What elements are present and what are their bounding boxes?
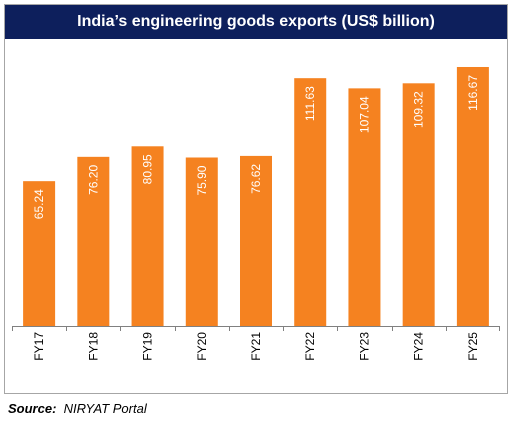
bar-fy18 (77, 156, 110, 326)
bar-fy22 (294, 78, 327, 326)
value-label: 80.95 (141, 154, 155, 184)
category-label: FY19 (141, 332, 155, 361)
value-label: 116.67 (466, 75, 480, 111)
bar-fy24 (402, 83, 435, 326)
value-label: 76.20 (86, 165, 100, 195)
chart-frame: India’s engineering goods exports (US$ b… (4, 4, 508, 394)
bar-fy19 (131, 146, 164, 326)
source-note: Source: NIRYAT Portal (8, 401, 147, 416)
category-label: FY23 (357, 332, 371, 361)
source-label: Source: (8, 401, 57, 416)
bar-fy25 (456, 66, 489, 326)
bar-fy23 (348, 88, 381, 326)
value-label: 76.62 (249, 164, 263, 194)
source-text: NIRYAT Portal (63, 401, 147, 416)
category-label: FY20 (195, 332, 209, 361)
category-label: FY21 (249, 332, 263, 361)
bar-fy17 (23, 181, 56, 326)
value-label: 107.04 (357, 96, 371, 133)
value-label: 75.90 (195, 165, 209, 195)
category-label: FY25 (466, 332, 480, 361)
bar-fy21 (240, 155, 272, 326)
value-label: 109.32 (412, 91, 426, 128)
chart-title: India’s engineering goods exports (US$ b… (5, 5, 507, 39)
bar-fy20 (185, 157, 218, 326)
bar-chart: 65.24 FY17 76.20 FY18 80.95 FY19 75.90 FY20 76.6… (12, 66, 500, 361)
category-label: FY17 (32, 332, 46, 361)
category-label: FY24 (412, 332, 426, 361)
value-label: 65.24 (32, 189, 46, 219)
category-label: FY22 (303, 332, 317, 361)
category-label: FY18 (86, 332, 100, 361)
value-label: 111.63 (303, 86, 317, 121)
